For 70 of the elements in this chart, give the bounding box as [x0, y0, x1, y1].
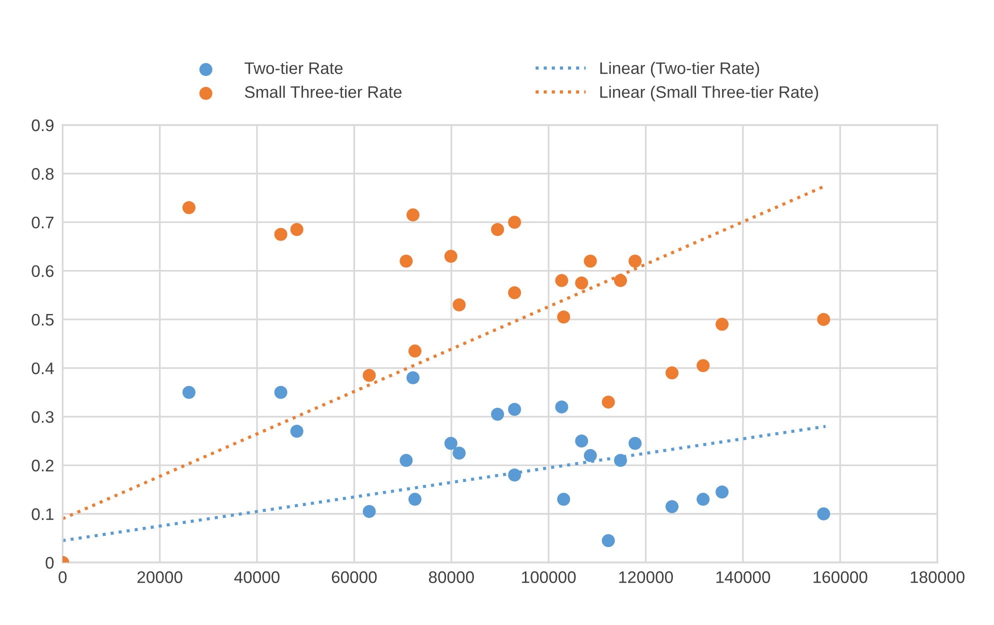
point — [614, 274, 628, 288]
point — [274, 386, 288, 399]
point — [290, 223, 304, 236]
point — [716, 486, 729, 499]
y-tick-label: 0.8 — [32, 168, 54, 180]
legend-label: Linear (Two-tier Rate) — [600, 62, 760, 78]
point — [452, 298, 466, 312]
x-tick-label: 140000 — [716, 571, 770, 584]
point — [628, 254, 642, 268]
point — [508, 468, 522, 482]
point — [602, 396, 615, 409]
y-tick-label: 0.9 — [32, 119, 54, 132]
y-tick-label: 0.1 — [32, 508, 54, 520]
point — [557, 492, 570, 506]
point — [614, 454, 628, 467]
point — [666, 366, 679, 380]
x-tick-label: 60000 — [332, 571, 377, 584]
y-tick-label: 0.5 — [32, 314, 54, 326]
point — [444, 250, 458, 263]
point — [362, 504, 376, 518]
point — [406, 371, 420, 384]
point — [508, 216, 522, 229]
y-tick-label: 0.7 — [32, 216, 54, 228]
point — [362, 368, 376, 382]
point — [696, 359, 710, 372]
x-tick-label: 100000 — [522, 571, 576, 584]
y-tick-label: 0.6 — [32, 265, 54, 278]
point — [290, 424, 304, 438]
point — [400, 454, 413, 467]
point — [182, 201, 196, 214]
point — [408, 344, 422, 358]
legend-label: Two-tier Rate — [244, 62, 343, 74]
x-tick-label: 160000 — [814, 571, 868, 584]
point — [452, 446, 466, 460]
point — [575, 434, 588, 448]
point — [508, 286, 522, 300]
point — [666, 500, 679, 514]
point — [716, 318, 729, 331]
point — [491, 223, 504, 236]
y-tick-label: 0.4 — [32, 362, 54, 374]
legend-label: Small Three-tier Rate — [244, 86, 402, 98]
point — [274, 228, 288, 241]
point — [491, 408, 504, 421]
point — [400, 254, 413, 268]
point — [628, 436, 642, 450]
y-tick-label: 0 — [46, 556, 54, 569]
x-tick-label: 120000 — [619, 571, 673, 584]
x-tick-label: 40000 — [234, 571, 280, 584]
x-tick-label: 80000 — [428, 571, 474, 584]
point — [602, 534, 615, 548]
point — [408, 492, 422, 506]
point — [696, 492, 710, 506]
point — [508, 402, 522, 416]
x-tick-label: 0 — [58, 571, 67, 584]
point — [406, 208, 420, 222]
point — [557, 310, 570, 324]
x-tick-label: 180000 — [910, 571, 964, 584]
point — [817, 312, 830, 326]
point — [555, 400, 568, 414]
legend-label: Linear (Small Three-tier Rate) — [600, 86, 818, 102]
point — [555, 274, 568, 288]
x-tick-label: 20000 — [137, 571, 182, 584]
point — [584, 254, 597, 268]
point — [817, 507, 830, 520]
point — [182, 386, 196, 399]
point — [575, 276, 588, 290]
point — [444, 436, 458, 450]
y-tick-label: 0.3 — [32, 411, 54, 423]
point — [584, 449, 597, 462]
y-tick-label: 0.2 — [32, 460, 54, 472]
